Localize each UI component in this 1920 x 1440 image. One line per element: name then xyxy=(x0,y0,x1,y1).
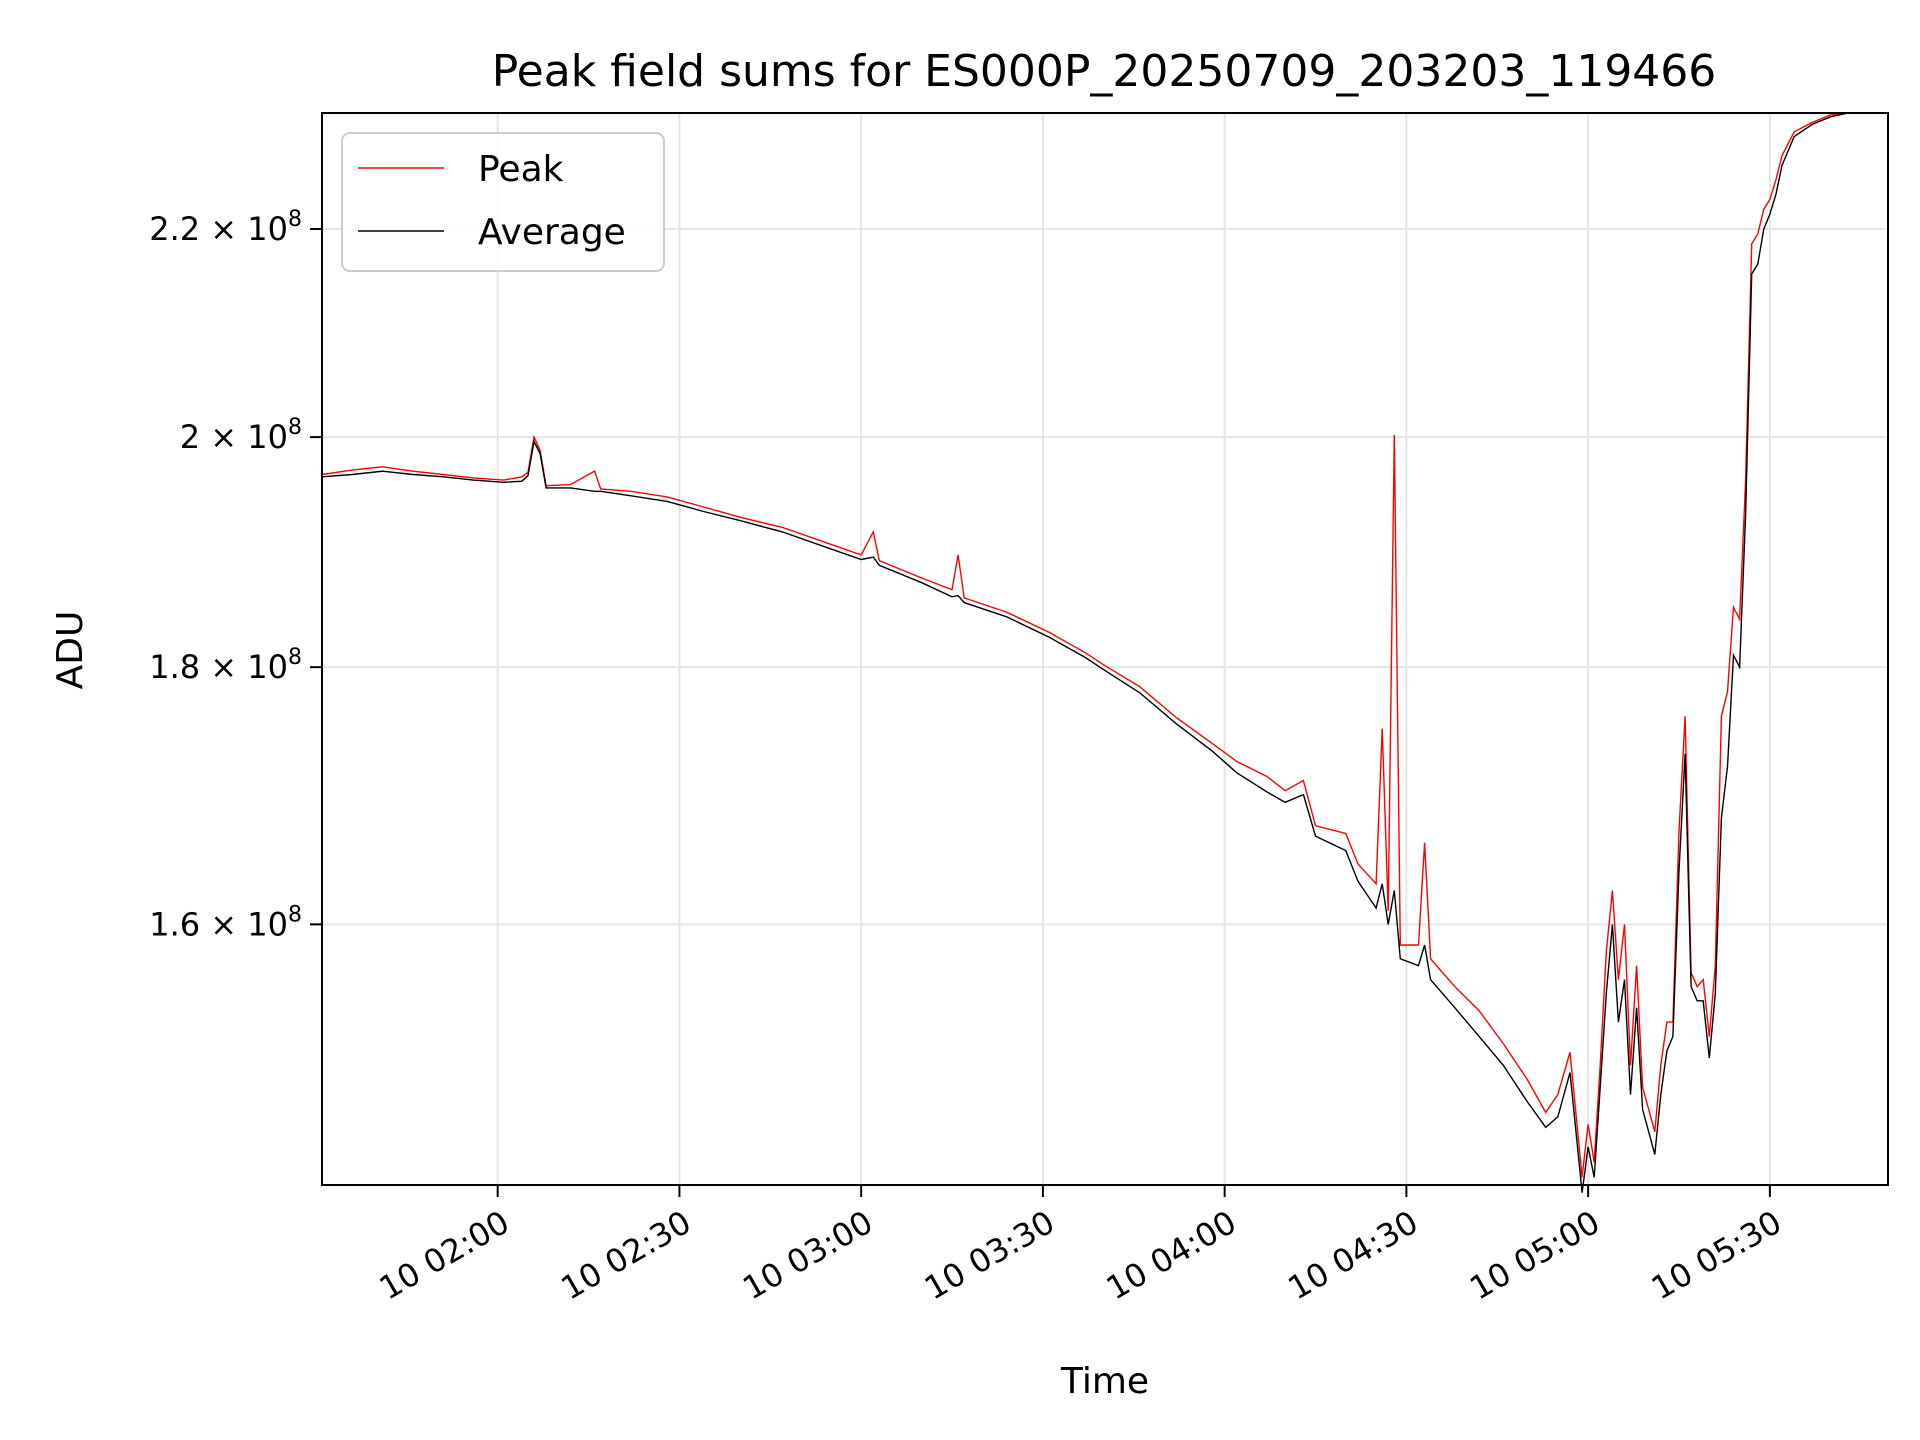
y-axis-ticks: 1.6 × 108 1.8 × 108 2 × 108 2.2 × 108 xyxy=(149,207,322,943)
y-tick-label: 1.8 × 108 xyxy=(149,645,302,686)
chart-title: Peak field sums for ES000P_20250709_2032… xyxy=(492,46,1717,97)
y-tick-label: 1.6 × 108 xyxy=(149,902,302,943)
legend-average-label: Average xyxy=(478,212,626,253)
legend: Peak Average xyxy=(341,132,665,272)
plot-series xyxy=(321,112,1849,1193)
x-axis-label: Time xyxy=(1060,1361,1149,1402)
series-peak-line xyxy=(321,112,1849,1178)
y-tick-label: 2.2 × 108 xyxy=(149,207,302,248)
y-axis-label: ADU xyxy=(50,611,91,690)
y-tick-label: 2 × 108 xyxy=(180,415,302,456)
plot-frame xyxy=(321,112,1889,1186)
grid xyxy=(322,113,1888,1185)
legend-peak-label: Peak xyxy=(478,149,564,190)
series-average-line xyxy=(321,112,1849,1193)
